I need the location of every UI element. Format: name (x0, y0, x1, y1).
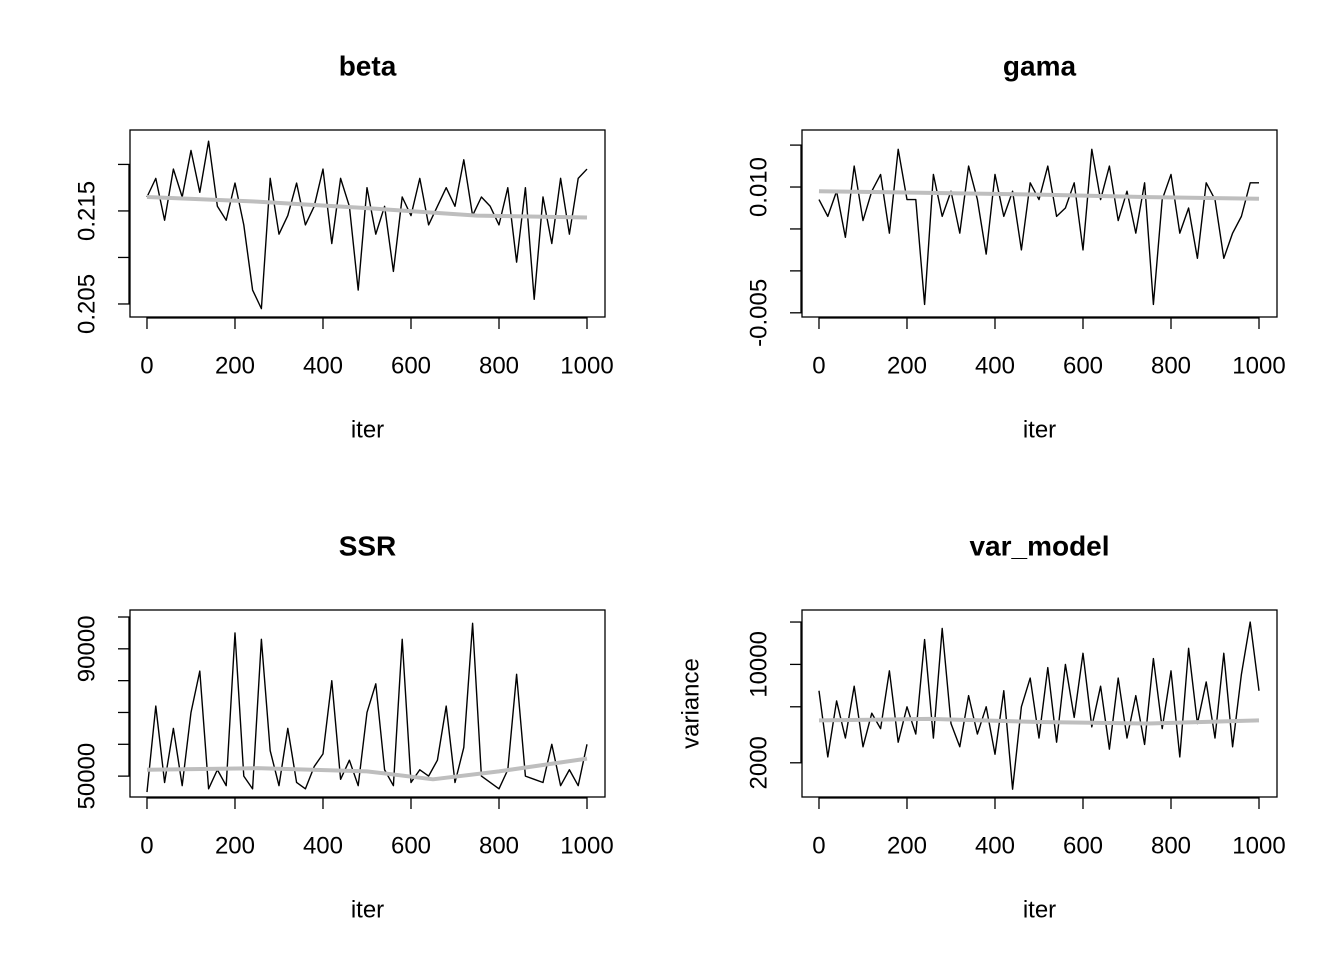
y-axis-label: variance (677, 658, 704, 749)
x-tick-label: 200 (887, 352, 927, 379)
smooth-line (146, 756, 588, 782)
trace-line (818, 621, 1260, 790)
x-tick-label: 600 (391, 352, 431, 379)
y-tick-label: 0.205 (73, 274, 100, 334)
x-tick-label: 400 (975, 352, 1015, 379)
x-tick-label: 800 (1151, 832, 1191, 859)
plot-box (129, 129, 606, 318)
x-tick-label: 800 (479, 352, 519, 379)
x-tick-label: 600 (391, 832, 431, 859)
x-tick-label: 800 (1151, 352, 1191, 379)
y-tick-label: 10000 (745, 631, 772, 698)
y-tick-label: 0.010 (745, 157, 772, 217)
smooth-line (818, 716, 1260, 726)
x-axis-label: iter (351, 416, 384, 443)
x-axis-label: iter (1023, 896, 1056, 923)
x-tick-label: 1000 (560, 832, 613, 859)
trace-line (818, 148, 1259, 306)
x-tick-label: 200 (215, 352, 255, 379)
x-tick-label: 200 (887, 832, 927, 859)
panel-title: var_model (969, 530, 1109, 561)
x-tick-label: 0 (140, 832, 153, 859)
plot-box (129, 609, 606, 798)
x-axis-label: iter (351, 896, 384, 923)
y-tick-label: 0.215 (73, 181, 100, 241)
x-tick-label: 0 (140, 352, 153, 379)
y-tick-label: 2000 (745, 736, 772, 789)
x-tick-label: 0 (812, 832, 825, 859)
y-tick-label: 90000 (73, 615, 100, 682)
y-tick-label: -0.005 (745, 279, 772, 347)
x-tick-label: 1000 (1232, 832, 1285, 859)
x-tick-label: 1000 (1232, 352, 1285, 379)
plot-box (801, 609, 1278, 798)
plot-box (801, 129, 1278, 318)
x-tick-label: 800 (479, 832, 519, 859)
x-tick-label: 400 (303, 832, 343, 859)
x-axis-label: iter (1023, 416, 1056, 443)
trace-line (146, 622, 588, 793)
x-tick-label: 600 (1063, 352, 1103, 379)
smooth-line (146, 194, 588, 220)
panel-title: gama (1003, 50, 1077, 81)
trace-line (146, 140, 588, 310)
x-tick-label: 400 (975, 832, 1015, 859)
x-tick-label: 1000 (560, 352, 613, 379)
panel-title: SSR (339, 530, 397, 561)
smooth-line (818, 189, 1260, 201)
y-tick-label: 50000 (73, 743, 100, 810)
x-tick-label: 400 (303, 352, 343, 379)
panel-title: beta (339, 50, 397, 81)
x-tick-label: 200 (215, 832, 255, 859)
x-tick-label: 600 (1063, 832, 1103, 859)
x-tick-label: 0 (812, 352, 825, 379)
